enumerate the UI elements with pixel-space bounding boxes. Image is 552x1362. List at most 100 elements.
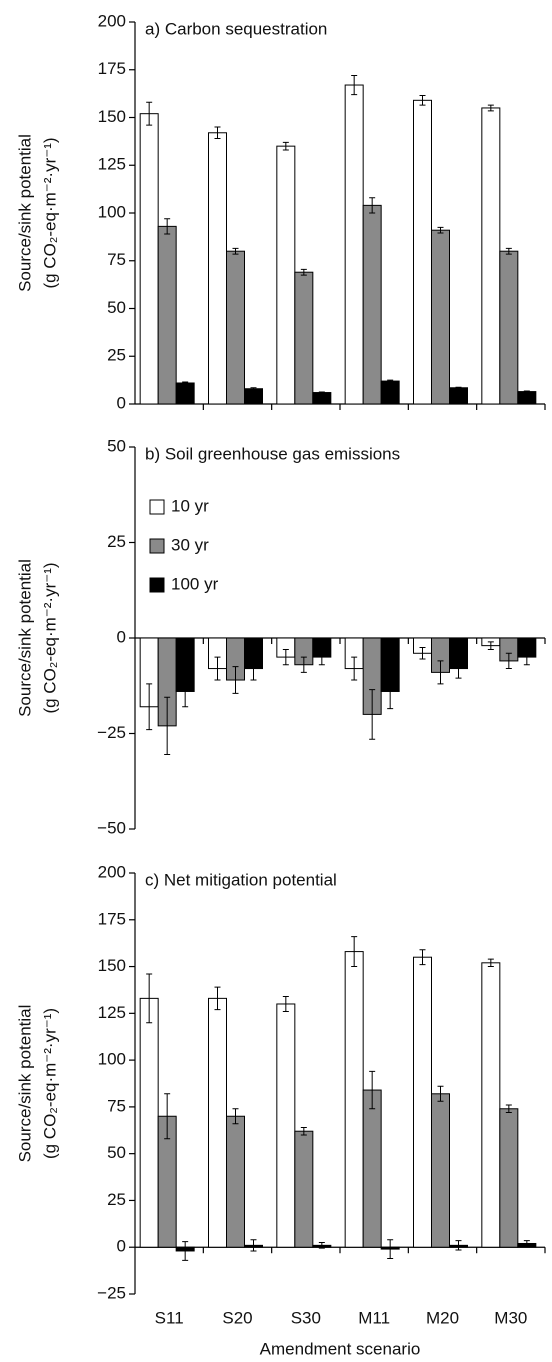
y-tick-label: 25 [107,532,126,551]
y-axis-label: (g CO₂-eq·m⁻²·yr⁻¹) [40,137,59,288]
error-bar [146,101,153,126]
bar [481,962,501,1248]
bar [226,1115,245,1248]
error-bar [351,74,358,96]
error-bar [300,1126,307,1136]
error-bar [387,1239,394,1259]
bar [276,1003,296,1248]
error-bar [523,390,530,393]
bar [499,250,519,405]
error-bar [300,656,307,673]
y-tick-label: 50 [107,1143,126,1162]
y-tick-label: 150 [98,107,126,126]
y-axis-label: Source/sink potential [15,559,34,717]
error-bar [282,995,289,1012]
bar [208,132,227,405]
panel-title: a) Carbon sequestration [145,19,327,38]
bar [431,1093,450,1248]
y-tick-label: 0 [117,1237,126,1256]
legend-swatch [149,538,165,554]
error-bar [387,379,394,383]
error-bar [455,658,462,679]
error-bar [437,226,444,234]
error-bar [523,1240,530,1247]
bar [517,391,537,405]
y-tick-label: 175 [98,59,126,78]
error-bar [505,247,512,255]
error-bar [318,1242,325,1249]
bar [294,271,314,405]
error-bar [523,648,530,666]
bar [139,997,159,1248]
x-tick-label: M11 [358,1308,390,1327]
y-tick-label: −25 [97,723,126,742]
bar [226,250,245,405]
panel-title: b) Soil greenhouse gas emissions [145,444,400,463]
error-bar [419,647,426,660]
error-bar [232,666,239,694]
error-bar [455,1240,462,1251]
legend-label: 10 yr [171,496,209,515]
y-tick-label: −50 [97,818,126,837]
y-tick-label: 50 [107,436,126,455]
legend-swatch [149,499,165,515]
legend-label: 30 yr [171,535,209,554]
y-tick-label: 50 [107,298,126,317]
error-bar [250,1239,257,1252]
error-bar [318,391,325,394]
error-bar [419,95,426,106]
error-bar [214,126,221,140]
bar [413,956,432,1248]
y-tick-label: 175 [98,909,126,928]
error-bar [487,958,494,968]
y-axis-label: (g CO₂-eq·m⁻²·yr⁻¹) [40,1008,59,1159]
x-tick-label: S20 [222,1308,252,1327]
y-tick-label: −25 [97,1283,126,1302]
error-bar [164,218,171,235]
bar [312,392,332,405]
x-axis-label: Amendment scenario [260,1339,421,1358]
y-tick-label: 0 [117,627,126,646]
bar [344,951,364,1248]
y-tick-label: 100 [98,202,126,221]
error-bar [232,247,239,255]
error-bar [487,104,494,112]
bar [139,113,159,405]
error-bar [487,641,494,650]
y-axis-label: Source/sink potential [15,1005,34,1163]
legend-label: 100 yr [171,574,219,593]
bar [157,225,177,405]
error-bar [182,1241,189,1261]
bar [481,107,501,405]
y-axis-label: Source/sink potential [15,134,34,292]
error-bar [182,381,189,385]
error-bar [505,652,512,670]
error-bar [146,683,153,731]
error-bar [387,673,394,710]
bar [244,388,263,405]
error-bar [232,1108,239,1125]
bar [431,229,450,405]
error-bar [164,696,171,756]
bar [362,1089,382,1248]
error-bar [250,387,257,391]
error-bar [250,656,257,681]
bar [276,145,296,405]
y-tick-label: 200 [98,11,126,30]
bar [208,997,227,1248]
legend-swatch [149,577,165,593]
error-bar [369,689,376,740]
y-tick-label: 25 [107,1190,126,1209]
error-bar [351,936,358,968]
x-tick-label: M20 [426,1308,459,1327]
x-tick-label: M30 [494,1308,527,1327]
error-bar [505,1104,512,1113]
error-bar [300,268,307,276]
y-tick-label: 75 [107,250,126,269]
bar [344,84,364,405]
y-tick-label: 150 [98,956,126,975]
panel-title: c) Net mitigation potential [145,870,337,889]
error-bar [282,141,289,151]
error-bar [214,656,221,681]
